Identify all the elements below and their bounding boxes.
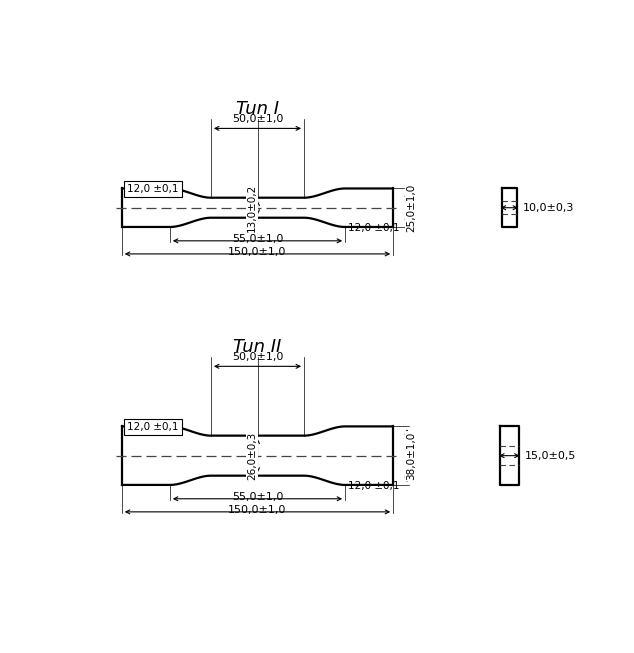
Text: 25,0±1,0: 25,0±1,0 bbox=[406, 183, 416, 232]
Text: 150,0±1,0: 150,0±1,0 bbox=[228, 505, 287, 515]
Text: 55,0±1,0: 55,0±1,0 bbox=[232, 492, 283, 502]
Text: 13,0±0,2: 13,0±0,2 bbox=[247, 183, 257, 232]
Text: 38,0±1,0: 38,0±1,0 bbox=[406, 432, 416, 480]
Text: 50,0±1,0: 50,0±1,0 bbox=[232, 352, 283, 362]
Text: 15,0±0,5: 15,0±0,5 bbox=[525, 451, 576, 460]
Text: 26,0±0,3: 26,0±0,3 bbox=[247, 432, 257, 480]
Text: 50,0±1,0: 50,0±1,0 bbox=[232, 114, 283, 124]
Text: 12,0 ±0,1: 12,0 ±0,1 bbox=[127, 184, 179, 194]
Text: 10,0±0,3: 10,0±0,3 bbox=[523, 202, 574, 213]
Text: 12,0 ±0,1: 12,0 ±0,1 bbox=[348, 481, 399, 491]
Text: 55,0±1,0: 55,0±1,0 bbox=[232, 234, 283, 244]
Text: 12,0 ±0,1: 12,0 ±0,1 bbox=[348, 223, 399, 233]
Text: 150,0±1,0: 150,0±1,0 bbox=[228, 247, 287, 257]
Text: Tun II: Tun II bbox=[233, 338, 281, 356]
Text: Tun I: Tun I bbox=[236, 100, 279, 118]
Text: 12,0 ±0,1: 12,0 ±0,1 bbox=[127, 422, 179, 432]
